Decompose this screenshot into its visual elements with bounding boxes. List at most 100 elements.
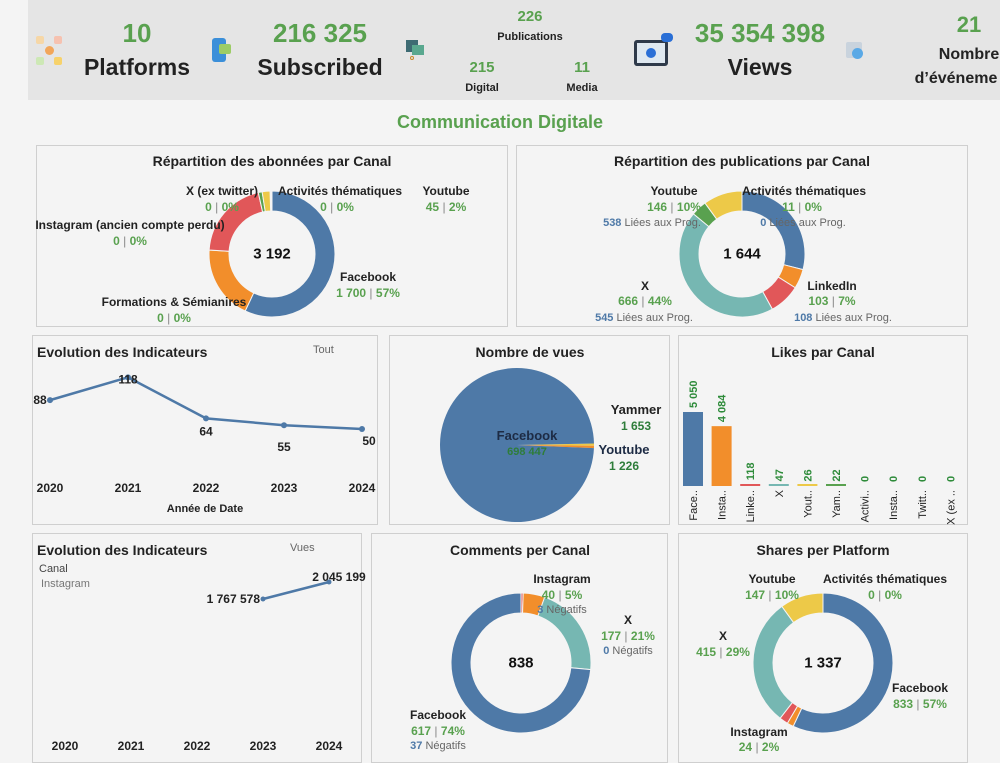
label-instagram: Instagram [730, 725, 788, 739]
evolution-year-label: 2020 [37, 481, 64, 495]
value-activites: 0 | 0% [320, 200, 354, 214]
evolution-value-label: 50 [362, 434, 376, 448]
label-youtube: Youtube [598, 442, 650, 457]
value-facebook: 698 447 [507, 446, 547, 458]
likes-bar [711, 426, 732, 486]
evolution-value-label: 88 [33, 393, 47, 407]
evolution-point [359, 426, 365, 432]
subscribed-value: 216 325 [273, 18, 367, 48]
publications-label: Publications [497, 31, 563, 43]
events-value: 21 [956, 12, 982, 37]
comments-title: Comments per Canal [449, 542, 591, 558]
kpi-bar: 10 Platforms 216 325 Subscribed 226 Publ… [28, 0, 1000, 100]
likes-category-label: Face.. [688, 490, 700, 521]
events-label-line2: d’événeme [914, 70, 998, 87]
evolution-point [125, 374, 131, 381]
views-slice-yammer [517, 445, 594, 449]
likes-value-label: 4 084 [717, 394, 729, 422]
evolution-views-filter[interactable]: Vues [290, 542, 315, 554]
publications-total: 226 [517, 8, 543, 25]
evolution-views-point [326, 579, 332, 585]
likes-bar [740, 484, 761, 486]
shares-segment-facebook [792, 592, 894, 734]
views-slice-facebook [440, 367, 594, 522]
value-facebook: 833 | 57% [893, 697, 947, 711]
label-instagram: Instagram [533, 572, 591, 586]
value-youtube: 45 | 2% [425, 200, 467, 214]
value-x: 177 | 21% [601, 629, 655, 643]
legend-item-instagram[interactable]: Instagram [41, 578, 90, 590]
value-yammer: 1 653 [620, 419, 652, 433]
label-facebook: Facebook [409, 708, 467, 722]
value-x-twitter: 0 | 0% [205, 200, 239, 214]
views-label: Views [727, 54, 793, 80]
likes-category-label: Linke.. [745, 490, 757, 522]
evolution-views-line [262, 580, 330, 601]
views-title: Nombre de vues [475, 344, 585, 360]
calendar-icon [846, 42, 863, 59]
label-youtube: Youtube [650, 184, 698, 198]
likes-value-label: 0 [888, 476, 900, 482]
negatives-x: 0 Négatifs [603, 645, 653, 657]
media-label: Media [566, 82, 598, 94]
likes-value-label: 22 [831, 469, 843, 481]
value-youtube: 147 | 10% [745, 588, 799, 602]
legend-title: Canal [39, 563, 68, 575]
label-linkedin: LinkedIn [807, 279, 857, 293]
evolution-value-label: 64 [199, 424, 213, 438]
label-activites: Activités thématiques [741, 184, 867, 198]
likes-category-label: Insta.. [888, 490, 900, 520]
likes-bar [826, 484, 846, 486]
publications-segment-youtube [704, 190, 743, 220]
evolution-panel [32, 335, 378, 525]
label-activites: Activités thématiques [822, 572, 948, 586]
label-facebook: Facebook [891, 681, 949, 695]
likes-category-label: Yam.. [831, 490, 843, 518]
evolution-point [281, 422, 287, 429]
value-linkedin: 103 | 7% [808, 294, 856, 308]
shares-title: Shares per Platform [756, 542, 890, 558]
events-label-line1: Nombre [938, 46, 1000, 63]
likes-bar [797, 484, 818, 486]
phone-icon [212, 38, 231, 62]
evolution-views-year-label: 2024 [316, 739, 343, 753]
media-value: 11 [574, 59, 590, 76]
subscribers-total: 3 192 [253, 245, 291, 263]
section-title: Communication Digitale [396, 112, 604, 132]
subscribed-label: Subscribed [257, 54, 383, 80]
label-formations: Formations & Sémianires [101, 295, 247, 309]
shares-segment-youtube [781, 592, 824, 624]
label-x-twitter: X (ex twitter) [185, 184, 259, 198]
evolution-title: Evolution des Indicateurs [37, 344, 208, 360]
evolution-value-label: 55 [277, 440, 291, 454]
evolution-views-year-label: 2023 [250, 739, 277, 753]
likes-category-label: X [774, 489, 786, 497]
evolution-views-value-label: 2 045 199 [312, 570, 366, 584]
subscribers-segment-facebook [244, 190, 336, 318]
video-screen-icon [634, 33, 673, 66]
value-instagram: 24 | 2% [738, 740, 780, 754]
likes-value-label: 47 [774, 469, 786, 481]
publications-title: Répartition des publications par Canal [614, 153, 870, 169]
likes-bar [768, 484, 789, 486]
likes-category-label: Yout.. [802, 490, 814, 518]
label-facebook: Facebook [339, 270, 397, 284]
evolution-year-label: 2024 [349, 481, 376, 495]
comments-segment-facebook [450, 592, 592, 734]
linked-youtube: 538 Liées aux Prog. [603, 217, 701, 229]
views-value: 35 354 398 [694, 18, 826, 48]
label-x: X [718, 629, 728, 643]
views-slice-youtube [517, 443, 594, 446]
linked-linkedin: 108 Liées aux Prog. [794, 312, 892, 324]
value-instagram: 0 | 0% [113, 234, 147, 248]
evolution-year-label: 2022 [193, 481, 220, 495]
likes-value-label: 0 [945, 476, 957, 482]
digital-label: Digital [465, 82, 499, 94]
likes-category-label: Activi.. [860, 490, 872, 522]
evolution-filter[interactable]: Tout [313, 344, 334, 356]
value-instagram: 40 | 5% [541, 588, 583, 602]
label-activites: Activités thématiques [277, 184, 403, 198]
platforms-icon [36, 36, 64, 66]
evolution-views-year-label: 2022 [184, 739, 211, 753]
